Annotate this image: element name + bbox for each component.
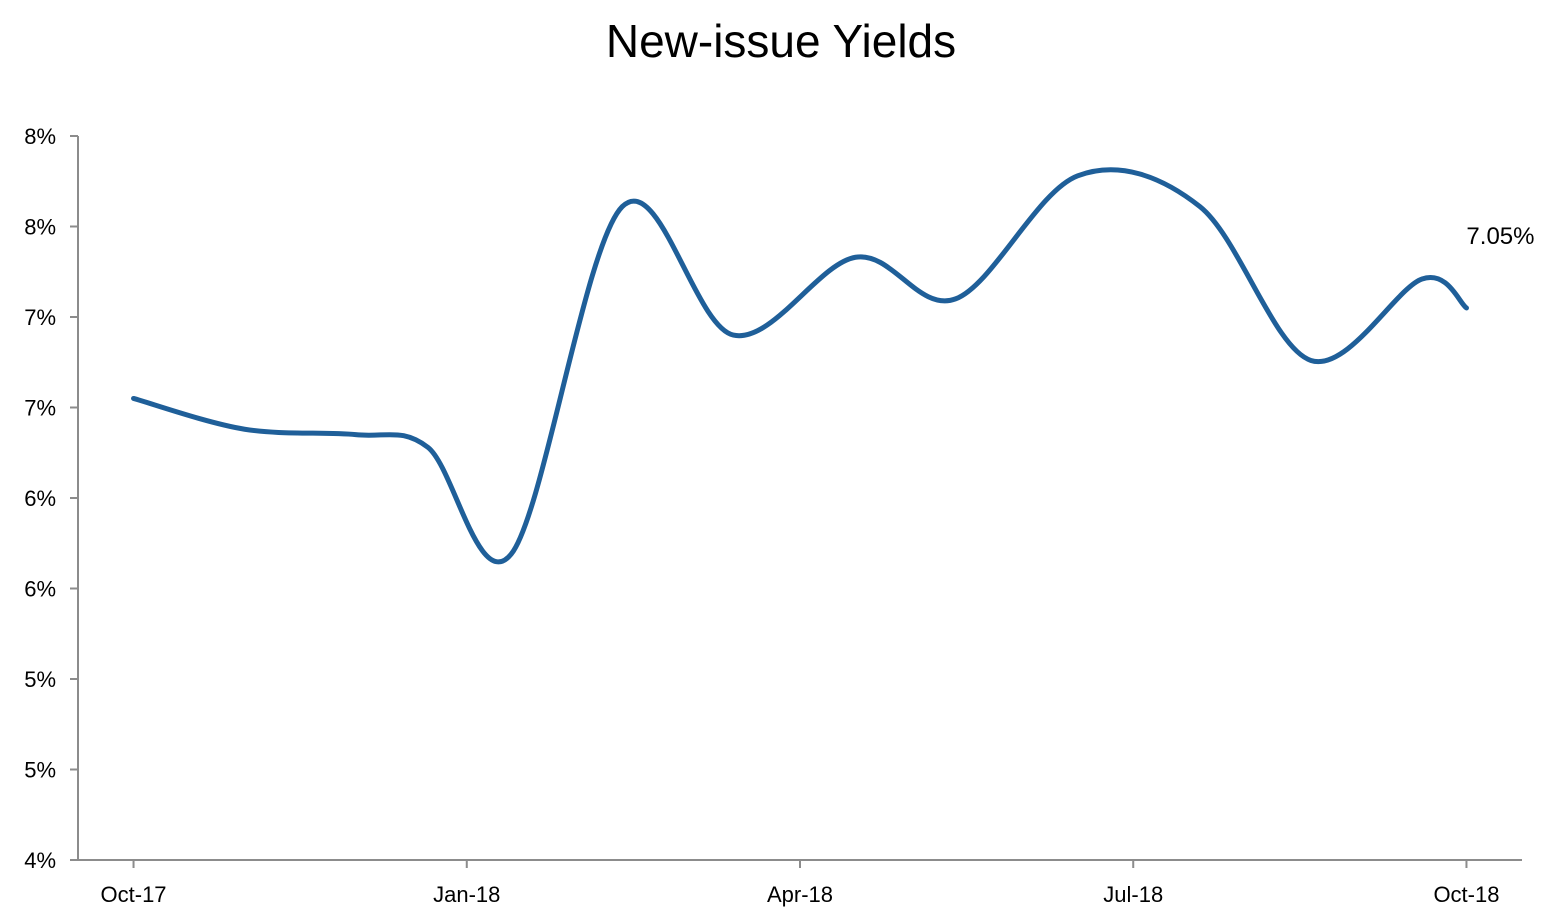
y-tick-label: 8% [24,124,56,149]
y-tick-label: 4% [24,848,56,873]
y-tick-label: 7% [24,305,56,330]
y-tick-label: 6% [24,486,56,511]
x-tick-label: Oct-17 [101,882,167,907]
x-tick-label: Oct-18 [1433,882,1499,907]
y-tick-label: 6% [24,577,56,602]
y-tick-label: 8% [24,215,56,240]
y-tick-label: 5% [24,758,56,783]
series-line [131,167,1469,565]
y-tick-label: 7% [24,396,56,421]
data-label-last: 7.05% [1466,223,1534,250]
x-tick-label: Jul-18 [1103,882,1163,907]
chart-title: New-issue Yields [605,15,957,67]
y-tick-label: 5% [24,667,56,692]
x-tick-label: Jan-18 [433,882,500,907]
x-tick-label: Apr-18 [767,882,833,907]
